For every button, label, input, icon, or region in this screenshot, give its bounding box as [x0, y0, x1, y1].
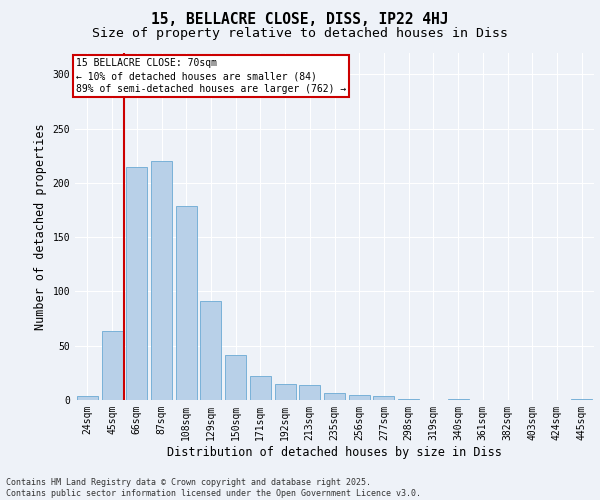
Text: 15 BELLACRE CLOSE: 70sqm
← 10% of detached houses are smaller (84)
89% of semi-d: 15 BELLACRE CLOSE: 70sqm ← 10% of detach…	[76, 58, 346, 94]
Bar	[275, 384, 296, 400]
Bar	[176, 206, 197, 400]
Bar	[448, 399, 469, 400]
Text: 15, BELLACRE CLOSE, DISS, IP22 4HJ: 15, BELLACRE CLOSE, DISS, IP22 4HJ	[151, 12, 449, 28]
X-axis label: Distribution of detached houses by size in Diss: Distribution of detached houses by size …	[167, 446, 502, 458]
Bar	[77, 396, 98, 400]
Bar	[299, 385, 320, 400]
Bar	[250, 376, 271, 400]
Bar	[200, 301, 221, 400]
Bar	[373, 396, 394, 400]
Bar	[225, 356, 246, 400]
Y-axis label: Number of detached properties: Number of detached properties	[34, 123, 47, 330]
Bar	[398, 399, 419, 400]
Bar	[571, 399, 592, 400]
Bar	[324, 394, 345, 400]
Bar	[349, 394, 370, 400]
Bar	[101, 330, 122, 400]
Bar	[151, 161, 172, 400]
Text: Contains HM Land Registry data © Crown copyright and database right 2025.
Contai: Contains HM Land Registry data © Crown c…	[6, 478, 421, 498]
Text: Size of property relative to detached houses in Diss: Size of property relative to detached ho…	[92, 28, 508, 40]
Bar	[126, 166, 147, 400]
